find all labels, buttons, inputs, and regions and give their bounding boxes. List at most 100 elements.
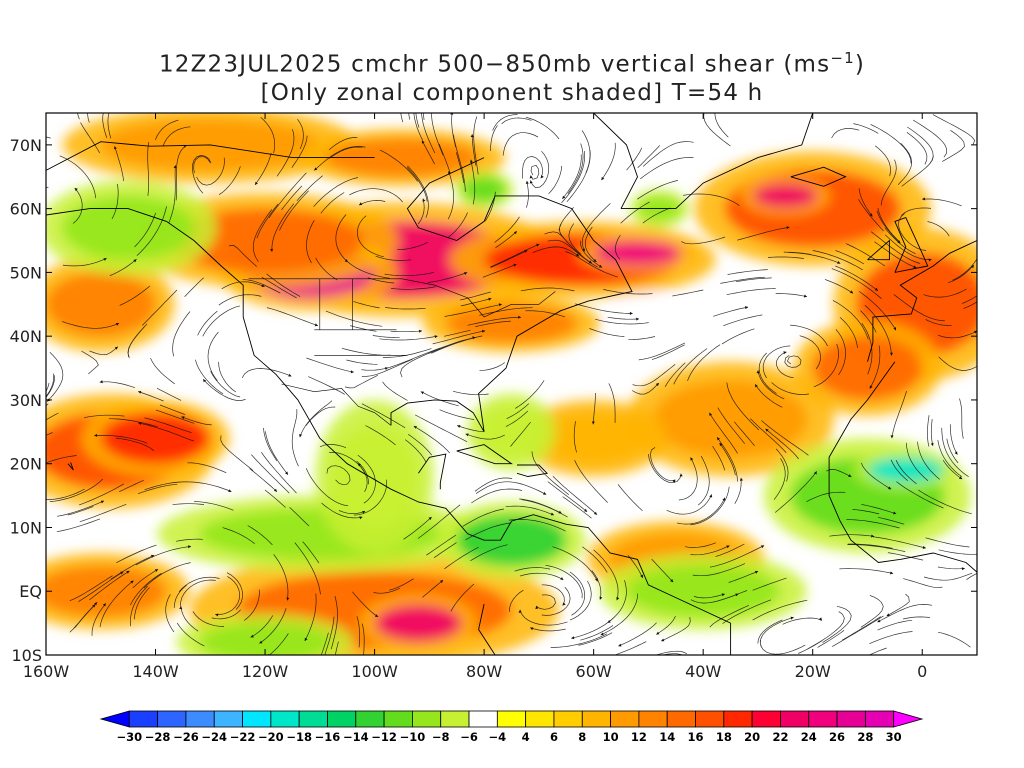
colorbar-label: 16 bbox=[688, 730, 704, 744]
colorbar-label: 12 bbox=[631, 730, 647, 744]
colorbar-swatch bbox=[383, 710, 413, 728]
colorbar-label: 24 bbox=[801, 730, 817, 744]
colorbar-swatch bbox=[185, 710, 215, 728]
colorbar-label: 6 bbox=[550, 730, 558, 744]
coastline-segment bbox=[621, 113, 814, 210]
coastline-segment bbox=[478, 603, 496, 655]
shear-blob bbox=[100, 412, 211, 464]
colorbar-swatch bbox=[553, 710, 583, 728]
colorbar-swatch bbox=[780, 710, 810, 728]
shear-blob bbox=[462, 176, 507, 203]
lon-label: 20W bbox=[795, 662, 831, 681]
colorbar-swatch bbox=[610, 710, 640, 728]
shear-blob bbox=[812, 336, 923, 400]
colorbar-label: −20 bbox=[258, 730, 284, 744]
title-unit-superscript: −1 bbox=[830, 49, 855, 67]
lon-label: 0 bbox=[917, 662, 927, 681]
coastline-segment bbox=[67, 462, 74, 471]
lat-label: 10N bbox=[10, 518, 42, 537]
shear-blob bbox=[199, 623, 331, 655]
colorbar-label: −28 bbox=[145, 730, 171, 744]
lat-label: 50N bbox=[10, 263, 42, 282]
coastline-segment bbox=[46, 141, 375, 171]
colorbar-label: −6 bbox=[460, 730, 478, 744]
colorbar-label: −14 bbox=[343, 730, 369, 744]
colorbar-label: −24 bbox=[201, 730, 227, 744]
colorbar-arrow-left bbox=[99, 710, 130, 728]
shear-blob bbox=[456, 514, 567, 566]
colorbar-label: 4 bbox=[522, 730, 530, 744]
streamline-paths bbox=[46, 113, 977, 655]
wind-streamlines bbox=[46, 113, 977, 655]
colorbar-label: 22 bbox=[772, 730, 788, 744]
coastline-segment bbox=[867, 240, 977, 362]
colorbar-label: −18 bbox=[286, 730, 312, 744]
shear-blob bbox=[538, 412, 649, 464]
lat-label: 10S bbox=[11, 646, 42, 665]
colorbar-label: 18 bbox=[716, 730, 732, 744]
shear-blob bbox=[46, 272, 156, 337]
coastline-segment bbox=[593, 113, 638, 209]
colorbar-swatch bbox=[468, 710, 498, 728]
colorbar-swatch bbox=[496, 710, 527, 728]
colorbar-label: 8 bbox=[578, 730, 586, 744]
colorbar-swatch bbox=[864, 710, 895, 728]
coastline-segment bbox=[456, 444, 513, 465]
shear-blob bbox=[46, 565, 167, 617]
lat-label: 70N bbox=[10, 136, 42, 155]
title-line-2: [Only zonal component shaded] T=54 h bbox=[260, 79, 764, 106]
colorbar-swatch bbox=[128, 710, 159, 728]
colorbar-label: 14 bbox=[659, 730, 675, 744]
chart-title: 12Z23JUL2025 cmchr 500−850mb vertical sh… bbox=[0, 44, 1024, 107]
colorbar-label: −10 bbox=[400, 730, 426, 744]
coastline-segment bbox=[790, 166, 847, 187]
title-close-paren: ) bbox=[854, 51, 866, 78]
colorbar-label: 28 bbox=[857, 730, 873, 744]
shear-blob bbox=[478, 406, 545, 458]
colorbar-swatch bbox=[808, 710, 838, 728]
shear-blob bbox=[621, 304, 676, 343]
shear-blob bbox=[752, 183, 819, 209]
political-border bbox=[281, 383, 392, 426]
shear-blob bbox=[445, 304, 578, 343]
coastline-segment bbox=[894, 217, 929, 273]
colorbar-swatch bbox=[666, 710, 696, 728]
colorbar: −30 −28 −26 −24 −22 −20 −18 −16 −14 −12 −10 −8 −6 −4 4… bbox=[99, 710, 924, 744]
colorbar-swatch bbox=[412, 710, 442, 728]
shear-blob bbox=[653, 380, 808, 458]
colorbar-swatch bbox=[525, 710, 555, 728]
colorbar-swatch bbox=[213, 710, 243, 728]
coastline-segment bbox=[418, 453, 447, 490]
coastline-segment bbox=[484, 514, 732, 655]
shear-blob bbox=[593, 240, 682, 267]
colorbar-label: −22 bbox=[230, 730, 256, 744]
colorbar-label: −4 bbox=[489, 730, 507, 744]
title-line-1: 12Z23JUL2025 cmchr 500−850mb vertical sh… bbox=[0, 44, 1024, 79]
lon-label: 160W bbox=[23, 662, 70, 681]
colorbar-swatch bbox=[440, 710, 470, 728]
colorbar-swatch bbox=[298, 710, 328, 728]
colorbar-swatch bbox=[723, 710, 753, 728]
lat-label: 40N bbox=[10, 327, 42, 346]
coastline-segment bbox=[46, 208, 485, 541]
political-border bbox=[248, 278, 556, 318]
shear-blob bbox=[626, 565, 780, 617]
colorbar-label: 20 bbox=[744, 730, 760, 744]
colorbar-label: −26 bbox=[173, 730, 199, 744]
colorbar-label: 26 bbox=[829, 730, 845, 744]
lon-label: 60W bbox=[576, 662, 612, 681]
shear-shading bbox=[46, 113, 977, 655]
coastlines bbox=[46, 113, 977, 655]
coastline-segment bbox=[516, 464, 549, 477]
colorbar-label: −16 bbox=[315, 730, 341, 744]
colorbar-swatch bbox=[270, 710, 300, 728]
colorbar-swatch bbox=[242, 710, 272, 728]
lon-label: 100W bbox=[351, 662, 398, 681]
colorbar-swatch bbox=[836, 710, 866, 728]
lat-label: 30N bbox=[10, 391, 42, 410]
lat-label: 60N bbox=[10, 200, 42, 219]
colorbar-swatch bbox=[327, 710, 357, 728]
colorbar-swatch bbox=[695, 710, 725, 728]
